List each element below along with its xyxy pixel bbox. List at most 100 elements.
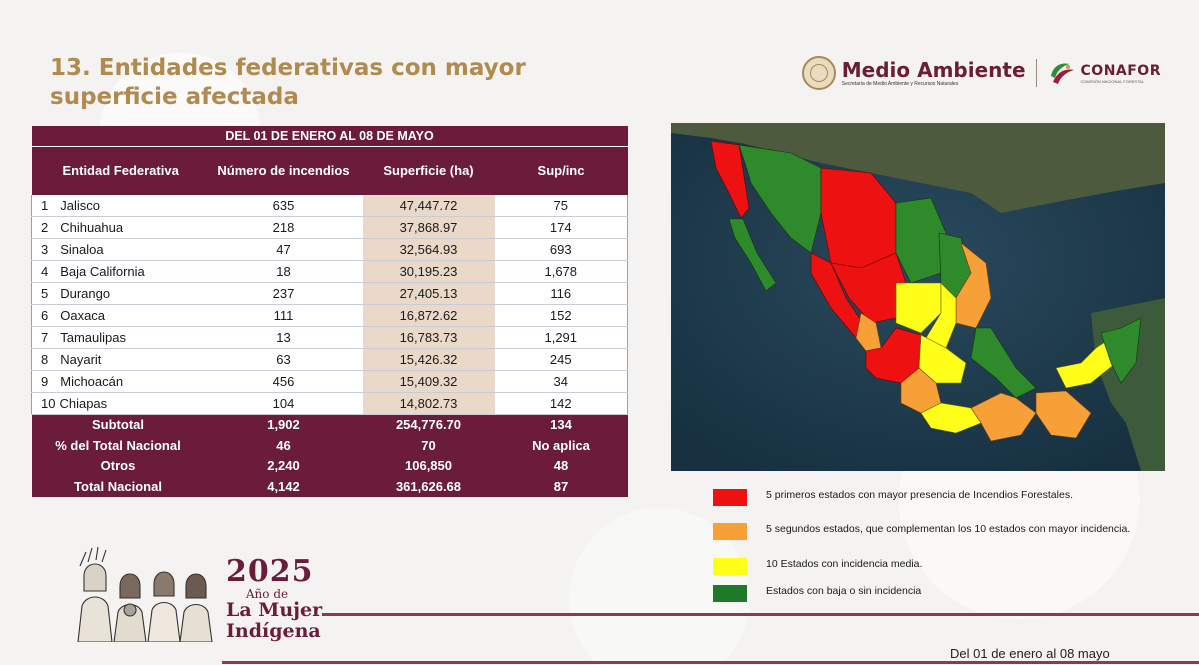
row-incendios: 456 (204, 370, 363, 393)
row-supinc: 152 (494, 304, 629, 327)
medio-ambiente-name: Medio Ambiente (841, 58, 1026, 82)
row-supinc: 245 (494, 348, 629, 371)
row-rank: 2 (41, 219, 49, 235)
entidad-cell: 8 Nayarit (31, 348, 205, 371)
state-baja-california (710, 140, 750, 219)
footer-la-mujer: La Mujer (226, 599, 323, 621)
medio-ambiente-subtitle: Secretaría de Medio Ambiente y Recursos … (841, 81, 959, 87)
col-header-incendios: Número de incendios (204, 146, 363, 195)
map-usa-land (671, 123, 1165, 213)
row-entidad: Jalisco (60, 197, 100, 213)
table-row: 10 Chiapas 104 14,802.73 142 (31, 392, 629, 415)
row-entidad: Chiapas (59, 395, 108, 411)
row-superficie: 15,409.32 (362, 370, 495, 393)
row-superficie: 30,195.23 (362, 260, 495, 283)
footer-ano-de: Año de (245, 587, 289, 601)
page-title: 13. Entidades federativas con mayor supe… (50, 54, 526, 112)
legend-item-orange: 5 segundos estados, que complementan los… (713, 523, 1136, 540)
medio-ambiente-logo: Medio Ambiente Secretaría de Medio Ambie… (842, 59, 1026, 87)
entidad-cell: 7 Tamaulipas (31, 326, 205, 349)
row-incendios: 104 (204, 392, 363, 415)
page-title-line1: 13. Entidades federativas con mayor (50, 55, 526, 81)
total-supinc: 134 (494, 414, 628, 436)
row-incendios: 111 (204, 304, 363, 327)
total-label: % del Total Nacional (31, 435, 205, 456)
total-superficie: 70 (362, 435, 495, 456)
total-supinc: No aplica (494, 435, 628, 456)
row-rank: 9 (41, 373, 49, 389)
wildfire-table: DEL 01 DE ENERO AL 08 DE MAYO Entidad Fe… (31, 126, 629, 497)
row-supinc: 142 (494, 392, 629, 415)
table-row: 2 Chihuahua 218 37,868.97 174 (31, 216, 629, 239)
page-title-line2: superficie afectada (50, 84, 299, 110)
total-superficie: 106,850 (362, 456, 495, 477)
table-row: 3 Sinaloa 47 32,564.93 693 (31, 238, 629, 261)
col-header-entidad: Entidad Federativa (31, 146, 205, 195)
header-logos: Medio Ambiente Secretaría de Medio Ambie… (801, 55, 1161, 91)
footer-year: 2025 (226, 554, 314, 589)
entidad-cell: 4 Baja California (31, 260, 205, 283)
total-incendios: 1,902 (204, 414, 363, 436)
footer-date: Del 01 de enero al 08 mayo (950, 646, 1110, 661)
row-rank: 4 (41, 263, 49, 279)
row-rank: 6 (41, 307, 49, 323)
state-oaxaca (970, 392, 1037, 442)
government-seal-icon (801, 56, 836, 90)
total-superficie: 254,776.70 (362, 414, 495, 436)
row-supinc: 1,678 (494, 260, 629, 283)
row-entidad: Michoacán (60, 373, 124, 389)
total-label: Otros (31, 456, 205, 477)
row-rank: 10 (41, 395, 56, 411)
state-chiapas (1035, 390, 1092, 439)
row-incendios: 218 (204, 216, 363, 239)
footer-indigena: Indígena (226, 620, 321, 642)
table-row: 5 Durango 237 27,405.13 116 (31, 282, 629, 305)
total-supinc: 87 (494, 476, 628, 497)
row-entidad: Baja California (60, 263, 145, 279)
state-yucatan (1100, 317, 1142, 384)
legend-swatch-red (713, 489, 747, 506)
total-incendios: 4,142 (204, 476, 363, 497)
table-total-row: % del Total Nacional 46 70 No aplica (31, 435, 628, 456)
state-baja-california-sur (728, 218, 777, 292)
logo-divider (1035, 59, 1037, 87)
row-rank: 5 (41, 285, 49, 301)
row-entidad: Chihuahua (60, 219, 124, 235)
row-rank: 3 (41, 241, 49, 257)
row-supinc: 75 (494, 195, 629, 217)
row-entidad: Oaxaca (60, 307, 106, 323)
entidad-cell: 3 Sinaloa (31, 238, 205, 261)
legend-text: 5 segundos estados, que complementan los… (766, 523, 1131, 535)
table-total-row: Total Nacional 4,142 361,626.68 87 (31, 476, 628, 497)
total-incendios: 2,240 (204, 456, 363, 477)
row-supinc: 116 (494, 282, 629, 305)
table-period: DEL 01 DE ENERO AL 08 DE MAYO (31, 126, 628, 147)
col-header-superficie: Superficie (ha) (362, 146, 495, 195)
table-row: 4 Baja California 18 30,195.23 1,678 (31, 260, 629, 283)
state-zacatecas (895, 282, 942, 334)
total-incendios: 46 (204, 435, 363, 456)
row-supinc: 34 (494, 370, 629, 393)
row-superficie: 27,405.13 (362, 282, 495, 305)
indigenous-women-illustration (77, 546, 213, 642)
table-period-row: DEL 01 DE ENERO AL 08 DE MAYO (31, 126, 628, 147)
entidad-cell: 6 Oaxaca (31, 304, 205, 327)
conafor-name: CONAFOR (1080, 62, 1161, 79)
row-superficie: 37,868.97 (362, 216, 495, 239)
legend-swatch-orange (713, 523, 747, 540)
legend-text: 5 primeros estados con mayor presencia d… (766, 489, 1073, 501)
row-incendios: 13 (204, 326, 363, 349)
anio-mujer-indigena: 2025 Año de La Mujer Indígena (226, 556, 322, 642)
row-incendios: 237 (204, 282, 363, 305)
row-entidad: Tamaulipas (60, 329, 126, 345)
row-entidad: Sinaloa (60, 241, 104, 257)
row-entidad: Durango (60, 285, 111, 301)
row-incendios: 63 (204, 348, 363, 371)
row-incendios: 47 (204, 238, 363, 261)
legend-text: Estados con baja o sin incidencia (766, 585, 922, 597)
entidad-cell: 2 Chihuahua (31, 216, 205, 239)
legend-item-red: 5 primeros estados con mayor presencia d… (713, 489, 1136, 506)
mexico-fire-map (671, 123, 1165, 471)
row-rank: 8 (41, 351, 49, 367)
table-header-row: Entidad Federativa Número de incendios S… (31, 146, 628, 195)
